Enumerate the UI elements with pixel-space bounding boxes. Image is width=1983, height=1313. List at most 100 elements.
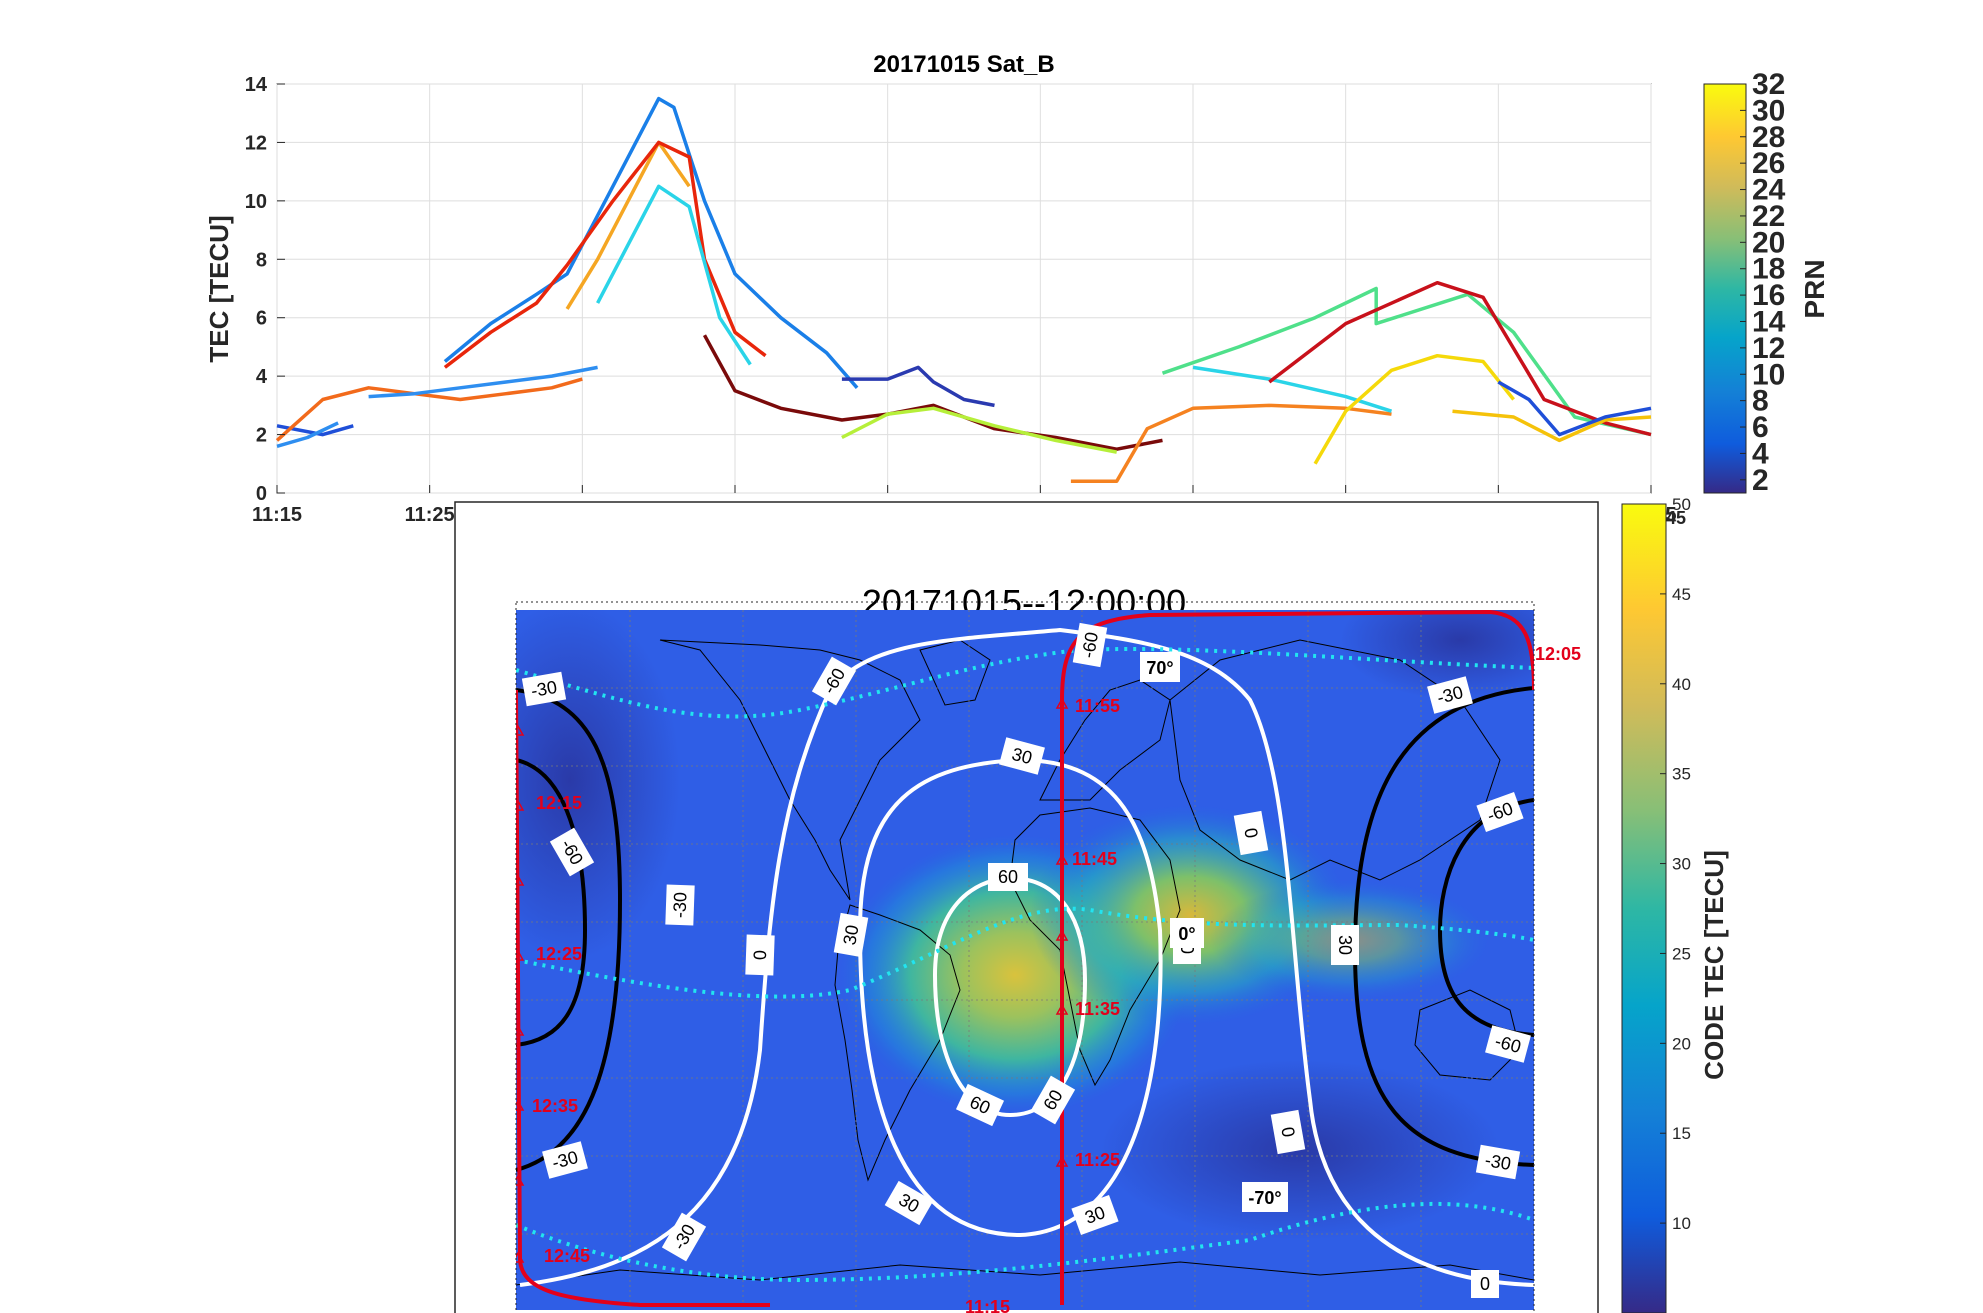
y-tick-label: 14 — [245, 74, 268, 96]
latitude-marker-text: -70° — [1248, 1188, 1281, 1208]
tec-tick-label: 40 — [1672, 675, 1691, 694]
prn-tick-label: 6 — [1752, 411, 1769, 444]
prn-colorbar — [1703, 83, 1747, 494]
cyan-line-south-70 — [516, 1201, 1534, 1283]
black-contour-west-inner — [516, 758, 588, 1047]
prn-tick-label: 2 — [1752, 464, 1769, 497]
contour-label: -30 — [1427, 676, 1473, 714]
white-contour-outer — [519, 627, 1534, 1287]
contour-label-text: 0 — [1277, 1125, 1298, 1138]
latitude-marker-0: 0° — [1170, 918, 1204, 948]
tec-series-line-15 — [1313, 353, 1515, 465]
prn-tick-label: 24 — [1752, 174, 1786, 207]
tec-series-line-7 — [596, 184, 752, 366]
top-chart-title: 20171015 Sat_B — [873, 51, 1054, 78]
latitude-marker-70s: -70° — [1242, 1182, 1288, 1212]
tec-tick-label: 45 — [1672, 585, 1691, 604]
y-tick-label: 4 — [256, 366, 268, 388]
contour-label: -30 — [521, 671, 567, 707]
satellite-track-ascending — [1060, 610, 1534, 1305]
latitude-markers: 70° 0° -70° — [1140, 652, 1288, 1212]
prn-tick-label: 14 — [1752, 305, 1786, 338]
track-marker — [516, 724, 525, 736]
contour-label: 30 — [833, 912, 869, 958]
track-marker — [516, 874, 525, 886]
x-tick-label: 11:25 — [405, 504, 455, 526]
tec-series-line-6 — [443, 140, 767, 369]
track-marker — [516, 1024, 525, 1036]
prn-tick-label: 32 — [1752, 68, 1785, 101]
coast-africa — [1009, 807, 1181, 1087]
tec-series-line-17 — [1497, 380, 1652, 437]
track-marker — [516, 1174, 525, 1186]
contour-label: 60 — [1030, 1075, 1076, 1125]
prn-tick-label: 16 — [1752, 279, 1785, 312]
prn-tick-label: 22 — [1752, 200, 1785, 233]
latitude-marker-70n: 70° — [1140, 652, 1180, 682]
prn-tick-label: 12 — [1752, 332, 1785, 365]
top-grid — [276, 83, 1652, 494]
contour-label: 0 — [1471, 1270, 1499, 1298]
top-plot-area — [276, 83, 1652, 494]
latitude-marker-text: 0° — [1178, 924, 1195, 944]
contour-label: -30 — [542, 1141, 588, 1179]
track-marker — [1055, 929, 1069, 941]
contour-label: 0 — [1270, 1109, 1306, 1155]
track-marker — [516, 1099, 525, 1111]
tec-series-line-3 — [368, 365, 598, 399]
top-series-lines — [275, 96, 1652, 484]
tec-tick-label: 25 — [1672, 944, 1691, 963]
contour-label-text: -30 — [1483, 1150, 1512, 1174]
contour-label-text: -30 — [670, 892, 691, 919]
contour-label: -30 — [1475, 1144, 1521, 1180]
black-contour-labels: -30 -30 -60 -30 -60 -30 — [521, 671, 1531, 1180]
tec-series-line-4 — [443, 96, 859, 389]
y-tick-label: 0 — [256, 483, 267, 505]
track-marker — [1055, 697, 1069, 709]
tec-series-line-1 — [276, 421, 339, 448]
contour-label-text: 0 — [1240, 826, 1261, 839]
track-time-label: 12:25 — [536, 944, 582, 964]
tec-series-line-9 — [841, 365, 995, 408]
track-time-label: 11:45 — [1072, 849, 1117, 869]
contour-label-text: 60 — [998, 867, 1018, 887]
contour-label-text: 0 — [750, 950, 770, 961]
track-time-label: 11:55 — [1075, 696, 1120, 716]
latitude-marker-text: 70° — [1146, 658, 1173, 678]
satellite-track — [516, 610, 1534, 1307]
tec-colorbar-ticks: 10 15 20 25 30 35 40 45 50 — [1660, 495, 1691, 1233]
tec-series-line-5 — [565, 140, 691, 310]
contour-label-text: -30 — [529, 677, 558, 701]
track-marker — [516, 1251, 525, 1263]
y-tick-label: 8 — [256, 249, 267, 271]
x-tick-label: 11:15 — [252, 504, 302, 526]
satellite-track-descending — [516, 689, 770, 1307]
tec-tick-label: 10 — [1672, 1214, 1691, 1233]
prn-tick-label: 8 — [1752, 385, 1769, 418]
tec-colorbar — [1621, 503, 1667, 1313]
white-contour-labels: -60 -30 0 30 60 60 60 30 30 30 0 0 -30 -… — [549, 622, 1499, 1298]
tec-map-field — [516, 610, 1534, 1310]
prn-colorbar-label: PRN — [1799, 259, 1830, 318]
contour-label: -60 — [1072, 622, 1108, 668]
tec-tick-label: 20 — [1672, 1034, 1691, 1053]
contour-label: -60 — [1485, 1025, 1531, 1063]
contour-label: 60 — [988, 863, 1028, 891]
contour-label-text: 0 — [1480, 1274, 1490, 1294]
contour-label-text: -60 — [1078, 630, 1102, 659]
y-tick-label: 12 — [245, 132, 267, 154]
coast-asia — [1169, 639, 1501, 881]
track-marker — [1055, 853, 1069, 865]
contour-label: 30 — [999, 737, 1045, 775]
tec-dark-region-pacific — [1340, 610, 1534, 700]
tec-tick-label: 30 — [1672, 855, 1691, 874]
prn-tick-label: 20 — [1752, 226, 1785, 259]
tec-tick-label: 50 — [1672, 495, 1691, 514]
track-marker — [1055, 1155, 1069, 1167]
contour-label-text: 30 — [839, 923, 862, 946]
y-tick-label: 10 — [245, 191, 267, 213]
y-tick-label: 6 — [256, 308, 267, 330]
prn-tick-label: 18 — [1752, 253, 1785, 286]
